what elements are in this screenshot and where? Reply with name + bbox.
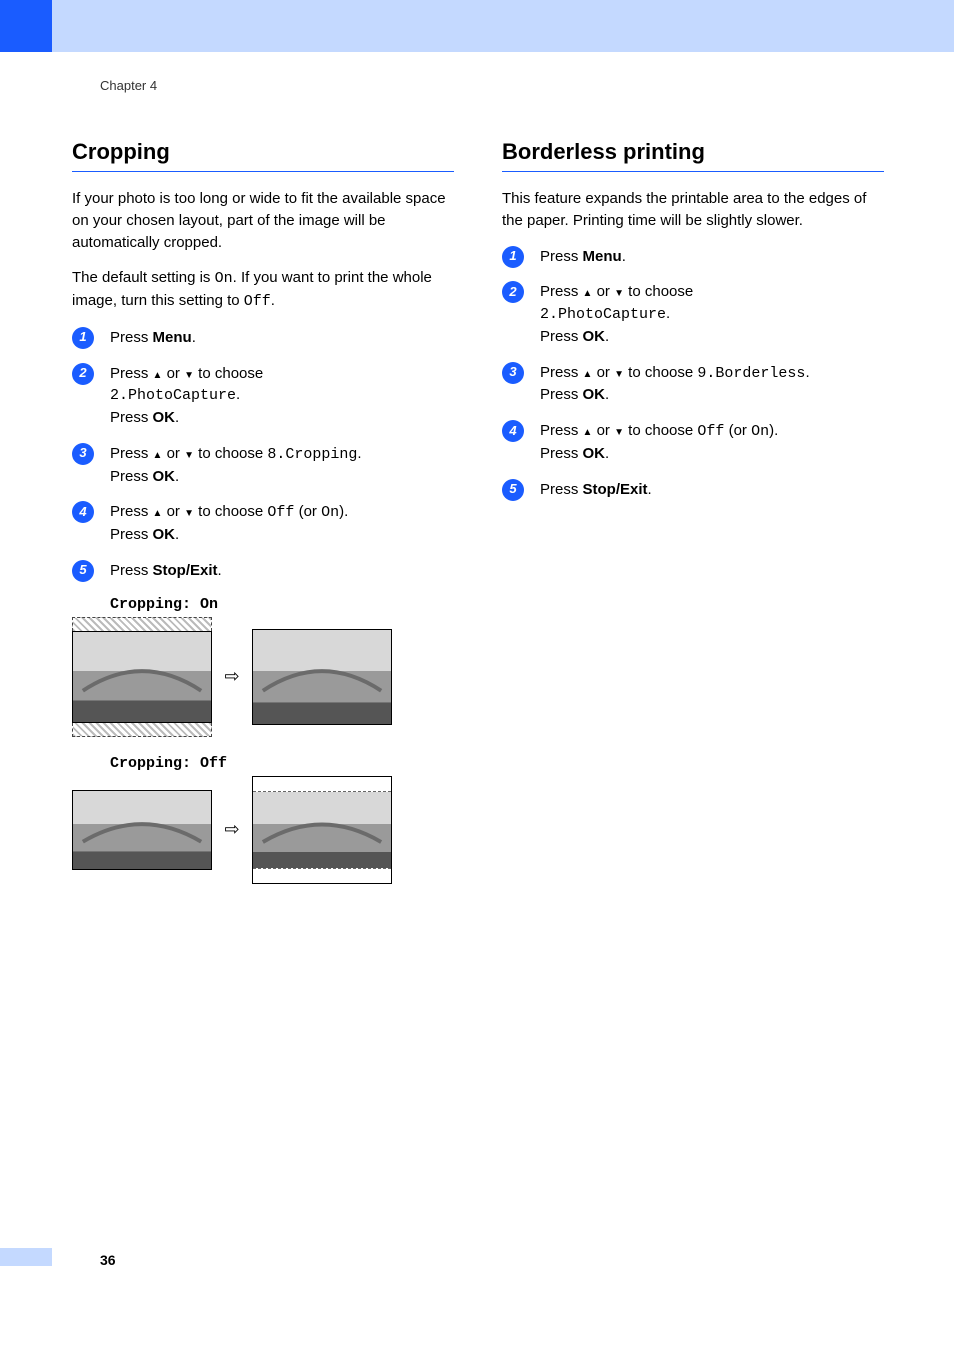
photo-thumbnail xyxy=(72,790,212,870)
down-arrow-icon xyxy=(614,422,624,439)
arrow-right-icon: ⇨ xyxy=(222,819,242,840)
photo-thumbnail-result-letterbox xyxy=(252,776,392,884)
step-badge: 1 xyxy=(72,327,94,349)
corner-accent xyxy=(0,0,52,52)
figure-cropping-on: ⇨ xyxy=(72,617,454,737)
down-arrow-icon xyxy=(184,445,194,462)
step-5: 5 Press Stop/Exit. xyxy=(72,560,454,582)
chapter-label: Chapter 4 xyxy=(100,78,884,93)
step-4: 4 Press or to choose Off (or On). Press … xyxy=(72,501,454,546)
step-5: 5 Press Stop/Exit. xyxy=(502,479,884,501)
up-arrow-icon xyxy=(153,365,163,382)
photo-thumbnail xyxy=(72,631,212,723)
section-heading-borderless: Borderless printing xyxy=(502,139,884,172)
down-arrow-icon xyxy=(184,365,194,382)
step-1: 1 Press Menu. xyxy=(502,246,884,268)
step-badge: 4 xyxy=(502,420,524,442)
photo-thumbnail-result xyxy=(252,629,392,725)
page-number: 36 xyxy=(100,1252,116,1268)
down-arrow-icon xyxy=(614,283,624,300)
right-column: Borderless printing This feature expands… xyxy=(502,139,884,902)
cropping-intro: If your photo is too long or wide to fit… xyxy=(72,188,454,253)
step-badge: 4 xyxy=(72,501,94,523)
page-content: Chapter 4 Cropping If your photo is too … xyxy=(72,78,884,902)
step-badge: 2 xyxy=(72,363,94,385)
step-badge: 5 xyxy=(502,479,524,501)
page-number-accent xyxy=(0,1248,52,1266)
step-badge: 1 xyxy=(502,246,524,268)
step-badge: 2 xyxy=(502,281,524,303)
cropping-default: The default setting is On. If you want t… xyxy=(72,267,454,313)
step-badge: 3 xyxy=(72,443,94,465)
down-arrow-icon xyxy=(614,364,624,381)
up-arrow-icon xyxy=(583,283,593,300)
step-3: 3 Press or to choose 8.Cropping. Press O… xyxy=(72,443,454,488)
step-badge: 3 xyxy=(502,362,524,384)
crop-hatch-top xyxy=(72,617,212,631)
up-arrow-icon xyxy=(153,503,163,520)
photo-inner xyxy=(253,792,391,868)
cropping-steps: 1 Press Menu. 2 Press or to choose 2.Pho… xyxy=(72,327,454,582)
top-header-bar xyxy=(52,0,954,52)
figure-cropping-off: ⇨ xyxy=(72,776,454,884)
example-cropping-on-label: Cropping: On xyxy=(110,596,454,613)
two-column-layout: Cropping If your photo is too long or wi… xyxy=(72,139,884,902)
up-arrow-icon xyxy=(153,445,163,462)
borderless-intro: This feature expands the printable area … xyxy=(502,188,884,232)
section-heading-cropping: Cropping xyxy=(72,139,454,172)
step-1: 1 Press Menu. xyxy=(72,327,454,349)
step-badge: 5 xyxy=(72,560,94,582)
step-4: 4 Press or to choose Off (or On). Press … xyxy=(502,420,884,465)
step-3: 3 Press or to choose 9.Borderless. Press… xyxy=(502,362,884,407)
step-2: 2 Press or to choose 2.PhotoCapture. Pre… xyxy=(72,363,454,429)
up-arrow-icon xyxy=(583,422,593,439)
left-column: Cropping If your photo is too long or wi… xyxy=(72,139,454,902)
down-arrow-icon xyxy=(184,503,194,520)
example-cropping-off-label: Cropping: Off xyxy=(110,755,454,772)
cropping-on-source xyxy=(72,617,212,737)
arrow-right-icon: ⇨ xyxy=(222,666,242,687)
step-2: 2 Press or to choose 2.PhotoCapture. Pre… xyxy=(502,281,884,347)
borderless-steps: 1 Press Menu. 2 Press or to choose 2.Pho… xyxy=(502,246,884,501)
crop-hatch-bottom xyxy=(72,723,212,737)
up-arrow-icon xyxy=(583,364,593,381)
